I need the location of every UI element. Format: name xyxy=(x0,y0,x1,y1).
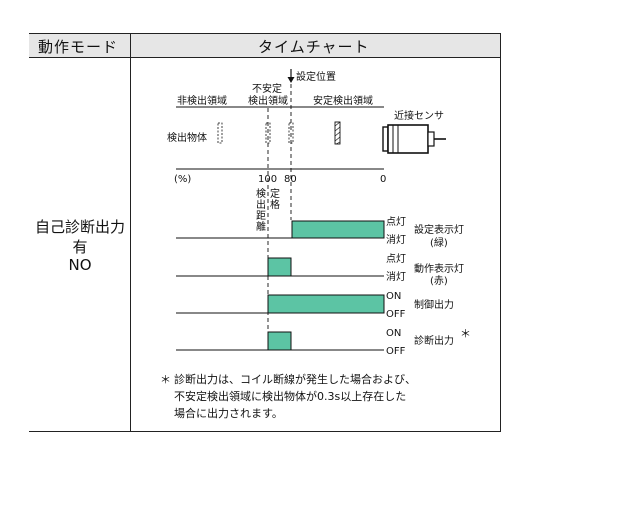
object-at-80 xyxy=(288,122,294,144)
region-nondetect-label: 非検出領域 xyxy=(177,94,227,107)
percent-unit: (%) xyxy=(174,174,191,185)
setting-indicator-on-pulse xyxy=(291,220,385,239)
row4-asterisk: ＊ xyxy=(460,327,471,340)
row1-high-label: 点灯 xyxy=(386,216,406,228)
object-at-100 xyxy=(265,122,271,144)
header-time-chart: タイムチャート xyxy=(258,38,370,56)
table-bottom-border xyxy=(29,431,501,432)
row1-low-label: 消灯 xyxy=(386,233,406,246)
region-unstable-label-1: 不安定 xyxy=(252,82,282,95)
row4-high-label: ON xyxy=(386,328,401,339)
row4-name: 診断出力 xyxy=(414,334,454,347)
mode-present: 有 xyxy=(72,238,88,256)
svg-text:検: 検 xyxy=(256,187,266,200)
diagnostic-output-on-pulse xyxy=(267,331,292,351)
proximity-sensor-icon xyxy=(382,124,446,154)
tick-0: 0 xyxy=(380,174,386,185)
svg-text:離: 離 xyxy=(256,220,266,233)
timing-row-diagnostic-output: ON OFF 診断出力 ＊ xyxy=(176,327,471,357)
svg-text:距: 距 xyxy=(256,210,266,222)
table-right-border xyxy=(500,33,501,432)
rated-label: 定 格 xyxy=(270,187,280,211)
footnote-line-1: 診断出力は、コイル断線が発生した場合および、 xyxy=(174,372,416,386)
row2-low-label: 消灯 xyxy=(386,270,406,283)
control-output-on-pulse xyxy=(267,294,385,314)
tick-100: 100 xyxy=(258,174,277,185)
row3-high-label: ON xyxy=(386,291,401,302)
footnote-line-2: 不安定検出領域に検出物体が0.3s以上存在した xyxy=(174,389,406,403)
object-stable xyxy=(334,121,341,145)
row1-name: 設定表示灯 xyxy=(414,223,464,236)
operation-indicator-on-pulse xyxy=(267,257,292,277)
row2-high-label: 点灯 xyxy=(386,253,406,265)
region-unstable-label-2: 検出領域 xyxy=(248,94,288,107)
detected-object-label: 検出物体 xyxy=(167,131,207,144)
footnote-line-3: 場合に出力されます。 xyxy=(174,406,283,420)
tick-80: 80 xyxy=(284,174,297,185)
timing-row-setting-indicator: 点灯 消灯 設定表示灯 (緑) xyxy=(176,216,464,249)
row4-low-label: OFF xyxy=(386,346,406,357)
mode-no: NO xyxy=(68,256,92,274)
setting-position-arrow-icon xyxy=(287,77,295,83)
column-divider xyxy=(130,33,131,432)
row2-name-sub: (赤) xyxy=(430,275,448,287)
row3-low-label: OFF xyxy=(386,309,406,320)
row3-name: 制御出力 xyxy=(414,298,454,311)
footnote-mark: ＊ xyxy=(160,373,171,386)
mode-self-diagnosis: 自己診断出力 xyxy=(34,218,125,236)
row2-name: 動作表示灯 xyxy=(414,262,464,275)
timing-row-operation-indicator: 点灯 消灯 動作表示灯 (赤) xyxy=(176,253,464,287)
header-bottom-border xyxy=(29,57,501,58)
table-top-border xyxy=(29,33,501,34)
svg-text:定: 定 xyxy=(270,187,280,200)
setting-position-label: 設定位置 xyxy=(296,70,336,83)
object-nondetect xyxy=(217,122,223,144)
svg-text:格: 格 xyxy=(270,198,280,211)
row1-name-sub: (緑) xyxy=(430,236,448,249)
region-stable-label: 安定検出領域 xyxy=(313,94,373,107)
proximity-sensor-label: 近接センサ xyxy=(394,109,444,122)
detection-distance-label: 検 出 距 離 xyxy=(256,187,266,233)
svg-text:出: 出 xyxy=(256,198,266,211)
header-operation-mode: 動作モード xyxy=(38,38,119,56)
timing-row-control-output: ON OFF 制御出力 xyxy=(176,291,454,320)
table-header-background xyxy=(29,33,501,58)
